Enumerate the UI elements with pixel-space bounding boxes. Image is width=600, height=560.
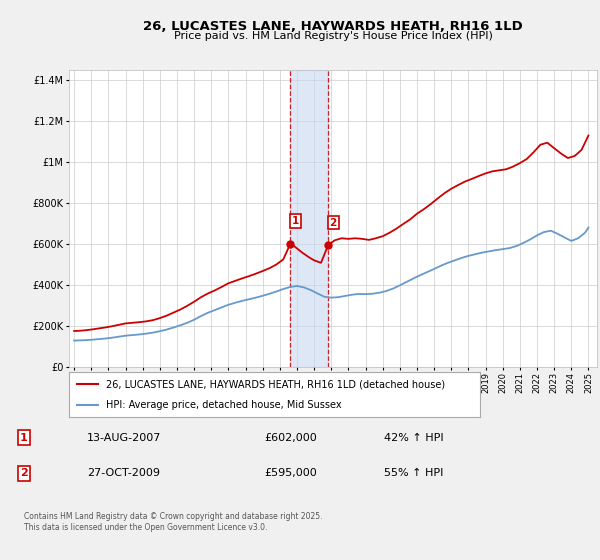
Text: 1: 1 (292, 216, 299, 226)
Text: 13-AUG-2007: 13-AUG-2007 (87, 433, 161, 443)
Text: 2: 2 (20, 468, 28, 478)
Text: 26, LUCASTES LANE, HAYWARDS HEATH, RH16 1LD (detached house): 26, LUCASTES LANE, HAYWARDS HEATH, RH16 … (106, 380, 445, 390)
Text: 1: 1 (20, 433, 28, 443)
Text: 27-OCT-2009: 27-OCT-2009 (87, 468, 160, 478)
Text: 26, LUCASTES LANE, HAYWARDS HEATH, RH16 1LD: 26, LUCASTES LANE, HAYWARDS HEATH, RH16 … (143, 20, 523, 32)
Text: Contains HM Land Registry data © Crown copyright and database right 2025.
This d: Contains HM Land Registry data © Crown c… (24, 512, 323, 532)
Bar (290, 70, 328, 367)
Text: 2: 2 (329, 218, 337, 227)
Text: HPI: Average price, detached house, Mid Sussex: HPI: Average price, detached house, Mid … (106, 400, 341, 410)
Text: Price paid vs. HM Land Registry's House Price Index (HPI): Price paid vs. HM Land Registry's House … (173, 31, 493, 41)
Text: £602,000: £602,000 (264, 433, 317, 443)
Text: 42% ↑ HPI: 42% ↑ HPI (384, 433, 443, 443)
Text: 55% ↑ HPI: 55% ↑ HPI (384, 468, 443, 478)
Text: £595,000: £595,000 (264, 468, 317, 478)
